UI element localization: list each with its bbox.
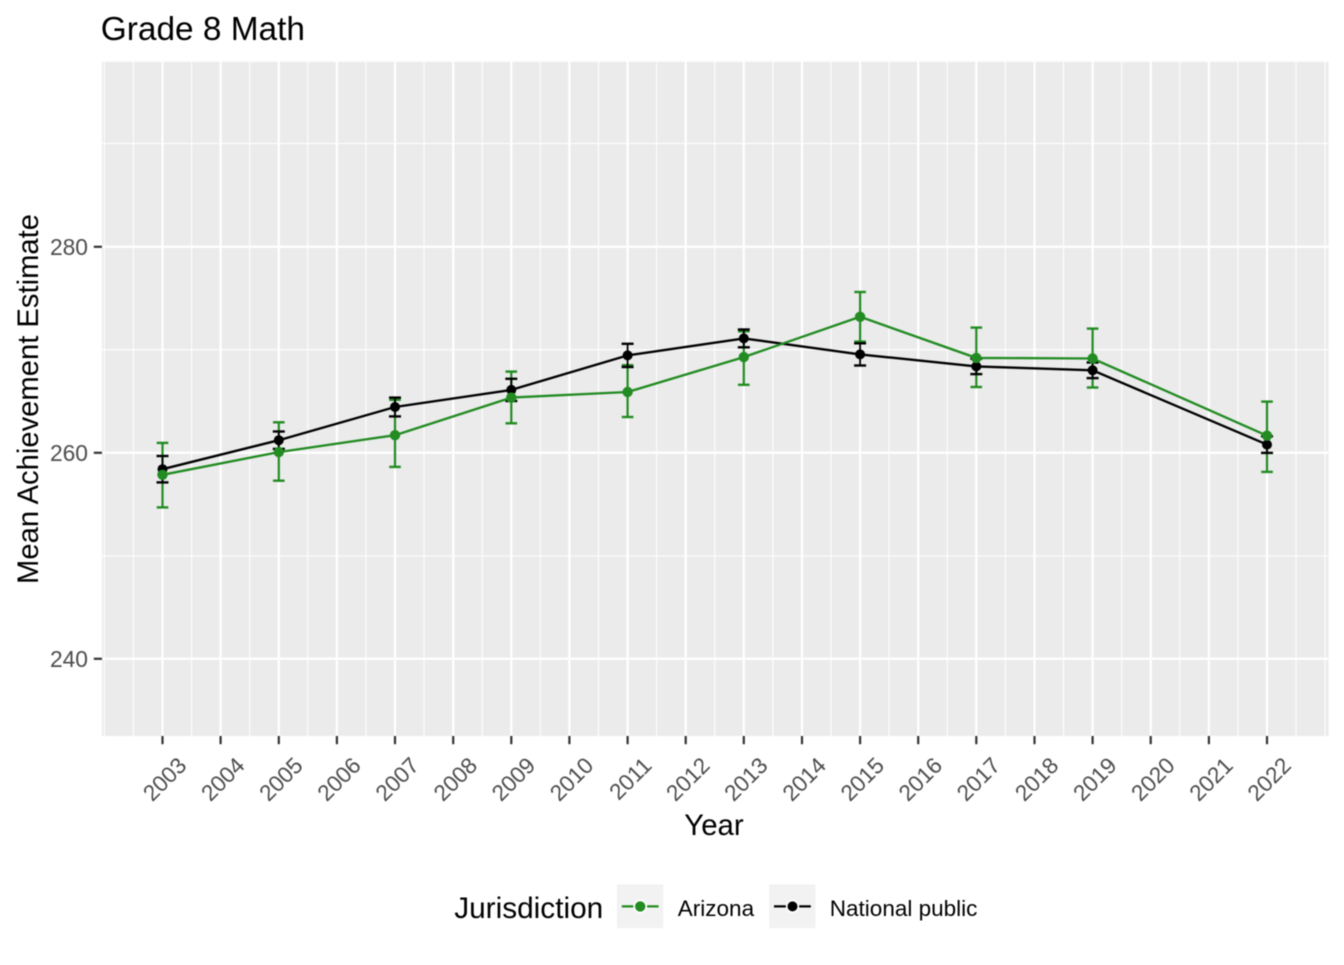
svg-text:Grade 8 Math: Grade 8 Math — [101, 11, 305, 48]
svg-text:National public: National public — [830, 896, 978, 921]
svg-text:Jurisdiction: Jurisdiction — [454, 892, 603, 925]
svg-text:240: 240 — [50, 646, 88, 672]
svg-text:Mean Achievement Estimate: Mean Achievement Estimate — [13, 214, 45, 584]
svg-text:260: 260 — [50, 440, 88, 466]
svg-text:280: 280 — [50, 234, 88, 260]
svg-text:Arizona: Arizona — [678, 896, 755, 921]
svg-text:Year: Year — [684, 809, 744, 842]
